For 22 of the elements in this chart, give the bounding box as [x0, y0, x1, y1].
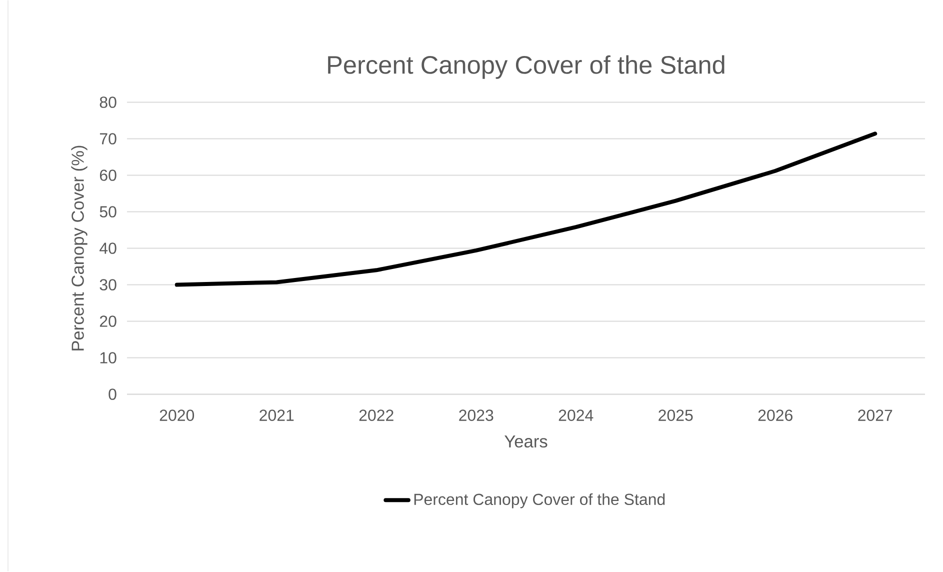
x-tick-label: 2027: [858, 410, 892, 422]
x-tick-label: 2021: [260, 410, 294, 422]
y-tick-label: 70: [100, 133, 116, 145]
x-tick-label: 2026: [758, 410, 792, 422]
x-axis-title: Years: [504, 436, 548, 448]
y-tick-label: 60: [100, 170, 116, 182]
x-tick-label: 2022: [359, 410, 394, 422]
y-tick-label: 10: [100, 352, 116, 364]
y-tick-label: 50: [100, 206, 116, 218]
y-axis-title: Percent Canopy Cover (%): [71, 146, 88, 351]
x-tick-label: 2020: [160, 410, 194, 422]
y-tick-label: 40: [100, 242, 116, 254]
x-tick-label: 2023: [459, 410, 494, 422]
x-tick-label: 2024: [558, 410, 594, 422]
legend-label: Percent Canopy Cover of the Stand: [414, 494, 665, 508]
y-tick-label: 30: [100, 279, 116, 291]
y-tick-label: 0: [108, 388, 116, 400]
x-tick-label: 2025: [658, 410, 693, 422]
chart-title: Percent Canopy Cover of the Stand: [328, 56, 724, 80]
y-tick-label: 20: [100, 316, 116, 328]
line-series: [174, 132, 878, 287]
y-tick-label: 80: [100, 96, 116, 108]
